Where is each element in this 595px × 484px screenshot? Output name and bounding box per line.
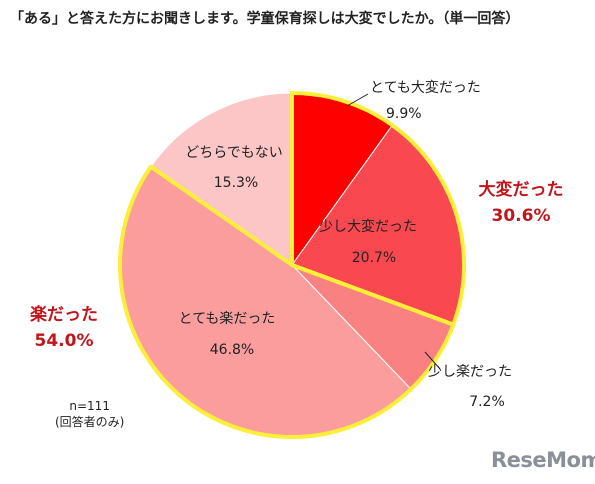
group-2-outline (118, 164, 456, 439)
sample-note: n=111 (回答者のみ) (55, 398, 124, 430)
slice-3-leader (424, 351, 441, 370)
slice-1-label: とても大変だった (370, 79, 481, 96)
pie-slices (119, 92, 465, 438)
group-2-label: 楽だった (30, 304, 98, 325)
group-1-outline (290, 91, 466, 327)
slice-1-leader (346, 93, 369, 107)
leader-lines (346, 93, 441, 370)
sample-basis: (回答者のみ) (55, 415, 125, 429)
slice-1-value: 9.9% (386, 106, 422, 122)
slice-5-label: どちらでもない (185, 145, 283, 161)
group-2-value: 54.0% (35, 331, 94, 351)
slice-5-value: 15.3% (214, 175, 258, 191)
group-labels: 大変だった 30.6% 楽だった 54.0% (30, 179, 564, 351)
slice-3-label: 少し楽だった (428, 364, 512, 380)
slice-labels: とても大変だった 9.9% 少し大変だった 20.7% 少し楽だった 7.2% とても楽だっ… (179, 79, 512, 410)
slice-2-value: 20.7% (352, 250, 396, 266)
sample-size: n=111 (69, 399, 110, 413)
chart-title: 「ある」と答えた方にお聞きします。学童保育探しは大変でしたか。（単一回答） (10, 11, 520, 27)
group-1-value: 30.6% (492, 206, 551, 226)
group-1-label: 大変だった (479, 179, 564, 200)
slice-2-label: 少し大変だった (319, 218, 417, 235)
slice-4-value: 46.8% (210, 342, 254, 358)
slice-3-value: 7.2% (469, 394, 505, 410)
slice-5-wedge (150, 92, 293, 266)
slice-4-label: とても楽だった (179, 311, 276, 327)
brand-watermark: ReseMom (491, 448, 595, 472)
group-outlines (118, 91, 466, 439)
